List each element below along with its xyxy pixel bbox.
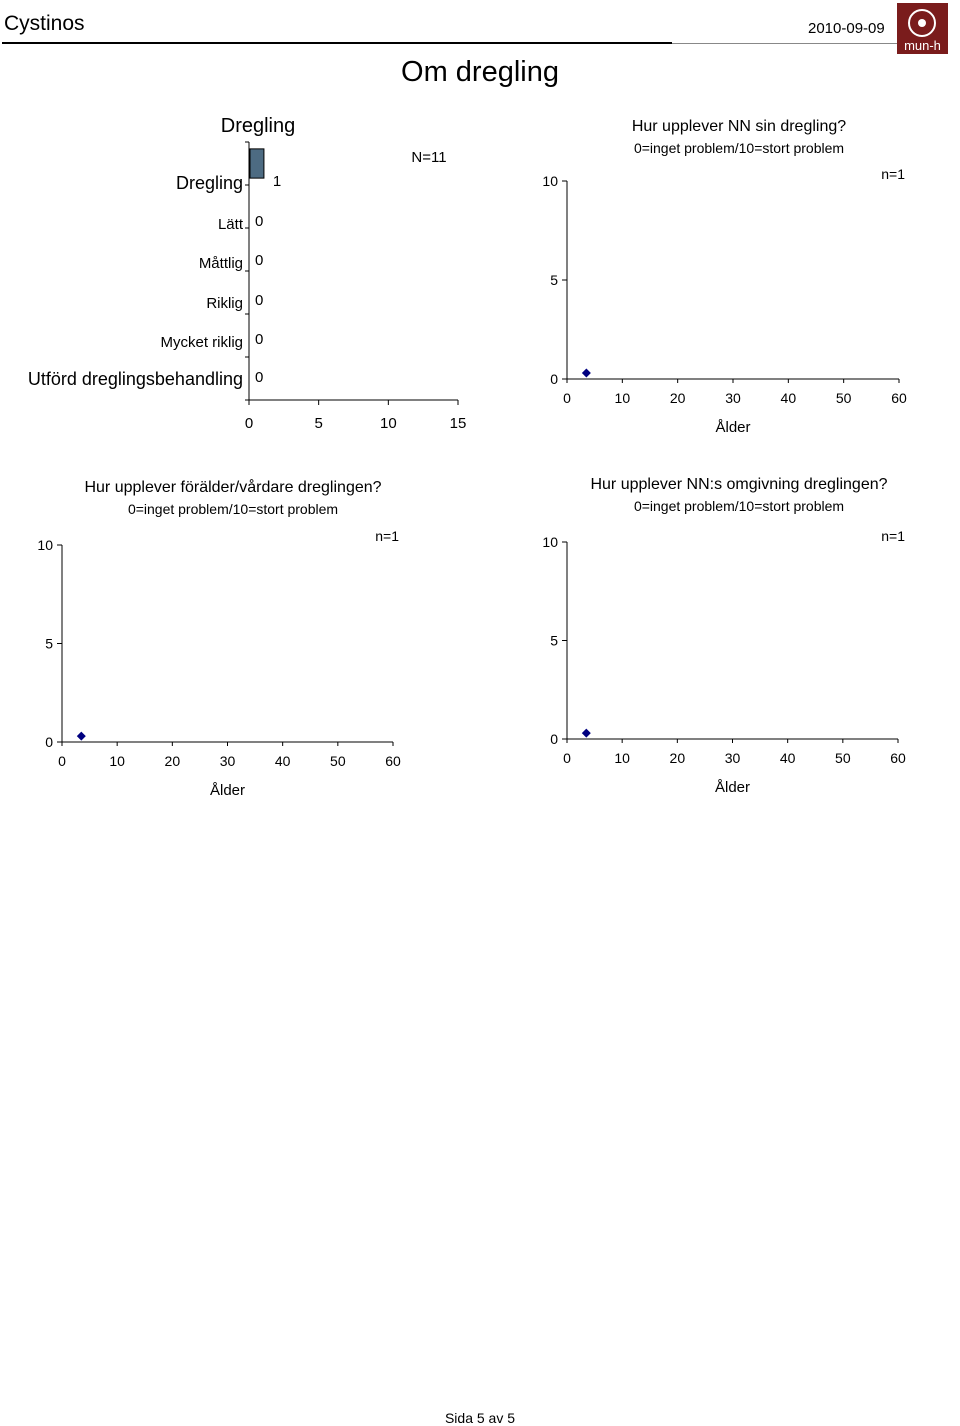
chart1-data-label: 0 xyxy=(255,369,263,386)
chart3-y-tick-label: 0 xyxy=(45,734,53,750)
mun-h-logo: mun-h xyxy=(897,3,948,54)
logo-icon xyxy=(908,9,936,37)
chart4-x-tick-label: 60 xyxy=(890,750,906,766)
header-rule-light xyxy=(672,43,898,44)
chart2-n-label: n=1 xyxy=(881,166,905,182)
chart4-y-tick-label: 5 xyxy=(550,633,558,649)
chart4-title: Hur upplever NN:s omgivning dreglingen? xyxy=(590,476,887,493)
chart4-x-tick-label: 40 xyxy=(780,750,796,766)
chart1-category-label: Mycket riklig xyxy=(160,334,243,351)
chart2-x-axis-label: Ålder xyxy=(715,419,750,436)
page-footer: Sida 5 av 5 xyxy=(444,1410,516,1426)
chart4-x-tick-label: 30 xyxy=(725,750,741,766)
chart2-y-tick-label: 10 xyxy=(542,173,558,189)
chart1-x-tick-label: 0 xyxy=(245,415,253,432)
chart3-x-tick-label: 0 xyxy=(58,753,66,769)
chart4-n-label: n=1 xyxy=(881,528,905,544)
chart1-bar xyxy=(249,148,265,179)
chart2-x-tick-label: 10 xyxy=(615,390,631,406)
chart3-n-label: n=1 xyxy=(375,528,399,544)
chart1-data-label: 0 xyxy=(255,292,263,309)
chart2-x-tick-label: 0 xyxy=(563,390,571,406)
page-title: Om dregling xyxy=(401,56,559,88)
chart3-y-tick-label: 5 xyxy=(45,636,53,652)
chart4-x-tick-label: 10 xyxy=(614,750,630,766)
app-name: Cystinos xyxy=(4,12,85,35)
chart1-x-tick-label: 15 xyxy=(450,415,467,432)
chart1-x-tick-label: 10 xyxy=(380,415,397,432)
chart1-data-label: 0 xyxy=(255,252,263,269)
chart1-data-label: 0 xyxy=(255,213,263,230)
chart1-data-label: 1 xyxy=(273,173,281,190)
chart3-title: Hur upplever förälder/vårdare dreglingen… xyxy=(84,478,381,496)
chart2-x-tick-label: 40 xyxy=(781,390,797,406)
chart4-x-tick-label: 20 xyxy=(670,750,686,766)
chart2-x-tick-label: 20 xyxy=(670,390,686,406)
chart3-x-tick-label: 60 xyxy=(385,753,401,769)
chart1-title: Dregling xyxy=(221,115,295,137)
chart4-y-tick-label: 0 xyxy=(550,731,558,747)
chart2-subtitle: 0=inget problem/10=stort problem xyxy=(634,140,844,156)
chart1-data-label: 0 xyxy=(255,331,263,348)
chart3-subtitle: 0=inget problem/10=stort problem xyxy=(128,501,338,517)
chart2-x-tick-label: 60 xyxy=(891,390,907,406)
chart2-y-tick-label: 0 xyxy=(550,371,558,387)
chart1-category-label: Dregling xyxy=(176,173,243,193)
chart3-x-axis-label: Ålder xyxy=(210,782,245,799)
chart1-n-label: N=11 xyxy=(411,149,446,166)
chart4-y-tick-label: 10 xyxy=(542,534,558,550)
chart2-title: Hur upplever NN sin dregling? xyxy=(632,118,846,135)
chart4-subtitle: 0=inget problem/10=stort problem xyxy=(634,498,844,514)
chart1-category-label: Utförd dreglingsbehandling xyxy=(28,369,243,389)
chart1-category-label: Riklig xyxy=(206,295,243,312)
chart3-x-tick-label: 30 xyxy=(220,753,236,769)
chart2-data-point xyxy=(581,368,591,378)
chart3-x-tick-label: 10 xyxy=(109,753,125,769)
chart3-x-tick-label: 20 xyxy=(165,753,181,769)
chart3-y-tick-label: 10 xyxy=(37,537,53,553)
chart4-data-point xyxy=(581,728,591,738)
chart4-x-tick-label: 0 xyxy=(563,750,571,766)
report-date: 2010-09-09 xyxy=(808,20,885,37)
chart3-x-tick-label: 50 xyxy=(330,753,346,769)
chart4-x-axis-label: Ålder xyxy=(715,779,750,796)
chart1-category-label: Måttlig xyxy=(199,255,243,272)
chart3-x-tick-label: 40 xyxy=(275,753,291,769)
chart4-x-tick-label: 50 xyxy=(835,750,851,766)
chart2-x-tick-label: 50 xyxy=(836,390,852,406)
logo-text: mun-h xyxy=(904,38,941,53)
header-rule xyxy=(2,42,672,44)
chart3-data-point xyxy=(76,731,86,741)
chart1-category-label: Lätt xyxy=(218,216,244,233)
chart1-x-tick-label: 5 xyxy=(314,415,322,432)
chart2-x-tick-label: 30 xyxy=(725,390,741,406)
chart2-y-tick-label: 5 xyxy=(550,272,558,288)
